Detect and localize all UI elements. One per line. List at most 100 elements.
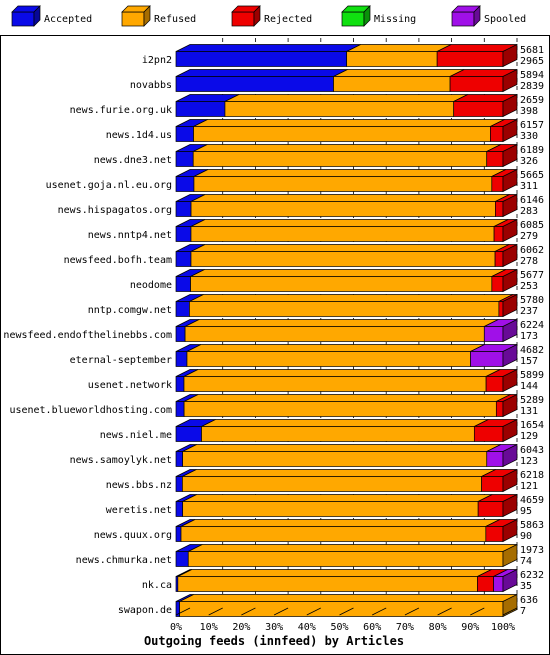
accepted-count-label: 2839 [520, 81, 544, 92]
category-label: nk.ca [142, 580, 172, 591]
legend-label: Rejected [264, 14, 312, 25]
bar-segment-rejected [491, 168, 518, 193]
bar-segment-rejected [494, 243, 518, 268]
bar-segment-refused [180, 519, 500, 542]
accepted-count-label: 278 [520, 256, 538, 267]
x-tick-label: 10% [200, 622, 218, 633]
bar-segment-rejected [495, 193, 518, 218]
x-tick-mark [208, 607, 223, 616]
bar-segment-spooled [486, 443, 518, 468]
bar-segment-refused [201, 419, 489, 442]
x-tick-label: 60% [363, 622, 381, 633]
x-axis: 0% 10% 20% 30% 40% 50% 60% 70% 80% 90% 100% [170, 607, 518, 633]
bar-segment-refused [182, 444, 501, 467]
offered-count-label: 5681 [520, 45, 544, 56]
bar-segment-refused [179, 593, 518, 618]
x-tick-mark [502, 607, 518, 616]
bar-segment-refused [182, 469, 496, 492]
accepted-count-label: 95 [520, 506, 532, 517]
legend-item-missing: Missing [341, 5, 416, 27]
x-tick-mark [372, 607, 387, 616]
x-tick-mark [175, 607, 191, 616]
bar-segment-accepted [175, 369, 199, 392]
bar-segment-rejected [498, 293, 518, 318]
accepted-count-label: 144 [520, 381, 538, 392]
category-label: eternal-september [70, 355, 172, 366]
x-tick-label: 70% [396, 622, 414, 633]
bar-segment-refused [184, 319, 499, 342]
accepted-count-label: 2965 [520, 56, 544, 67]
x-tick-label: 20% [232, 622, 250, 633]
offered-count-label: 5289 [520, 395, 544, 406]
legend-swatch-side [33, 5, 41, 27]
offered-count-label: 5780 [520, 295, 544, 306]
accepted-count-label: 173 [520, 331, 538, 342]
legend-swatch [11, 11, 35, 27]
bar-segment-rejected [473, 418, 518, 443]
offered-count-label: 6189 [520, 145, 544, 156]
legend: Accepted Refused Rejected Missing Spooled [11, 5, 526, 27]
bar-segment-refused [182, 494, 493, 517]
category-labels: i2pn2 novabbs news.furie.org.uk news.1d4.us… [3, 55, 172, 616]
category-label: usenet.network [88, 380, 172, 391]
bar-segment-refused [177, 569, 492, 592]
offered-count-label: 4682 [520, 345, 544, 356]
offered-count-label: 5894 [520, 70, 544, 81]
bar-segment-rejected [453, 93, 518, 118]
bar-segment-refused [190, 194, 510, 217]
bar-segment-accepted [175, 544, 203, 567]
bar-segment-rejected [485, 368, 518, 393]
offered-count-label: 5665 [520, 170, 544, 181]
category-label: neodome [130, 280, 172, 291]
offered-count-label: 6224 [520, 320, 544, 331]
accepted-count-label: 398 [520, 106, 538, 117]
bar-segment-refused [192, 144, 501, 167]
accepted-count-label: 279 [520, 231, 538, 242]
accepted-count-label: 330 [520, 131, 538, 142]
bar-segment-rejected [436, 43, 518, 68]
accepted-count-label: 121 [520, 481, 538, 492]
category-label: news.hispagatos.org [58, 205, 172, 216]
offered-count-label: 636 [520, 595, 538, 606]
offered-count-label: 5863 [520, 520, 544, 531]
x-tick-label: 90% [461, 622, 479, 633]
legend-swatch [231, 11, 255, 27]
bar-segment-refused [346, 44, 452, 67]
category-label: usenet.goja.nl.eu.org [46, 180, 172, 191]
category-label: news.chmurka.net [76, 555, 172, 566]
legend-item-refused: Refused [121, 5, 196, 27]
accepted-count-label: 129 [520, 431, 538, 442]
offered-count-label: 6218 [520, 470, 544, 481]
category-label: novabbs [130, 80, 172, 91]
bar-segment-rejected [477, 493, 518, 518]
x-tick-mark [306, 607, 321, 616]
x-tick-mark [273, 607, 289, 616]
bar-segment-spooled [493, 568, 518, 593]
offered-count-label: 1973 [520, 545, 544, 556]
accepted-count-label: 35 [520, 581, 532, 592]
accepted-count-label: 157 [520, 356, 538, 367]
legend-item-spooled: Spooled [451, 5, 526, 27]
bar-segment-rejected [485, 518, 518, 543]
x-tick-mark [339, 607, 354, 616]
x-tick-label: 80% [429, 622, 447, 633]
bar-segment-refused [190, 219, 509, 242]
x-tick-label: 100% [491, 622, 515, 633]
legend-swatch [341, 11, 365, 27]
offered-count-label: 6043 [520, 445, 544, 456]
